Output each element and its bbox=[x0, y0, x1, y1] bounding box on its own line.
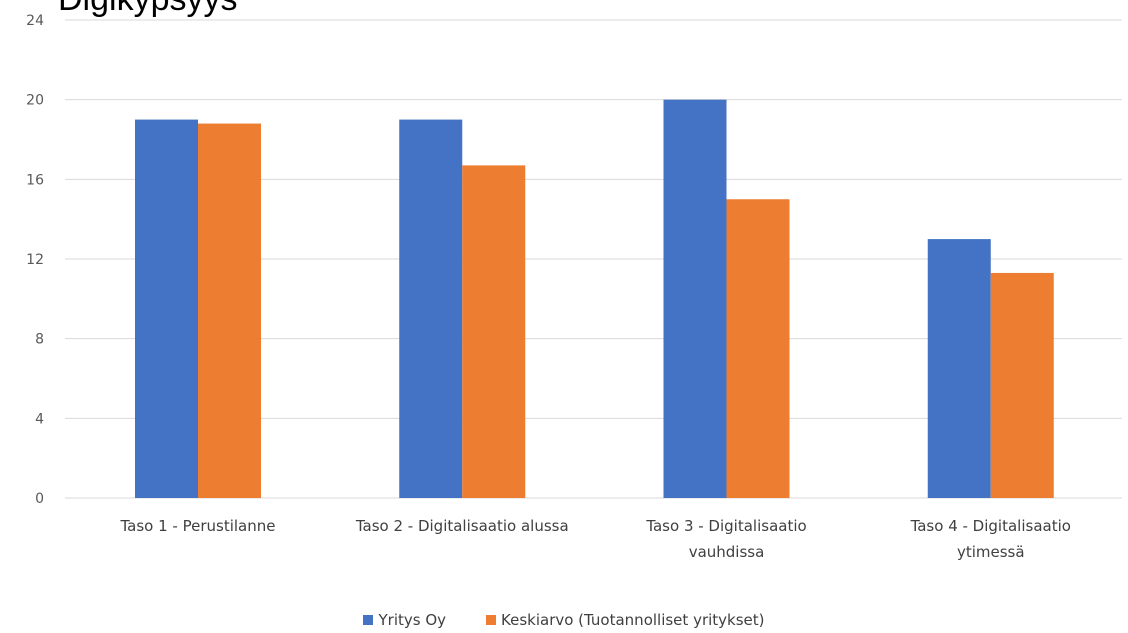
y-tick-label-8: 8 bbox=[35, 332, 44, 348]
y-tick-label-0: 0 bbox=[35, 491, 44, 507]
legend-item-yritys-oy: Yritys Oy bbox=[363, 611, 446, 629]
bar-s1-c0 bbox=[198, 123, 261, 499]
legend-swatch-keskiarvo bbox=[486, 615, 497, 625]
x-tick-label-2: Taso 2 - Digitalisaatio alussa bbox=[355, 517, 569, 535]
legend-label-yritys-oy: Yritys Oy bbox=[378, 611, 447, 629]
bar-s0-c3 bbox=[927, 239, 991, 499]
bar-s1-c2 bbox=[726, 199, 790, 498]
x-tick-label-1: Taso 1 - Perustilanne bbox=[119, 517, 275, 535]
bar-s1-c1 bbox=[462, 165, 526, 498]
y-tick-label-24: 24 bbox=[26, 13, 44, 29]
bar-s0-c2 bbox=[663, 99, 727, 499]
x-tick-label-4: Taso 4 - Digitalisaatio ytimessä bbox=[910, 517, 1071, 561]
y-tick-label-4: 4 bbox=[35, 411, 44, 427]
y-tick-label-16: 16 bbox=[26, 172, 44, 188]
legend-label-keskiarvo: Keskiarvo (Tuotannolliset yritykset) bbox=[501, 611, 765, 629]
x-tick-label-3: Taso 3 - Digitalisaatio vauhdissa bbox=[645, 517, 806, 561]
bar-s0-c1 bbox=[399, 119, 463, 498]
y-tick-label-20: 20 bbox=[26, 93, 44, 109]
bar-s0-c0 bbox=[135, 119, 198, 498]
chart-title: Digikypsyys bbox=[58, 0, 237, 16]
legend-item-keskiarvo: Keskiarvo (Tuotannolliset yritykset) bbox=[486, 611, 765, 629]
legend: Yritys Oy Keskiarvo (Tuotannolliset yrit… bbox=[0, 611, 1128, 629]
y-tick-label-12: 12 bbox=[26, 252, 44, 268]
bar-s1-c3 bbox=[990, 272, 1054, 498]
legend-swatch-yritys-oy bbox=[363, 615, 374, 625]
